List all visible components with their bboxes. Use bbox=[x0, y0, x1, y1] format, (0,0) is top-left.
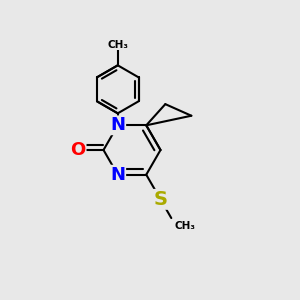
Text: CH₃: CH₃ bbox=[174, 221, 195, 231]
Text: O: O bbox=[70, 141, 86, 159]
Text: S: S bbox=[154, 190, 167, 209]
Text: CH₃: CH₃ bbox=[107, 40, 128, 50]
Text: N: N bbox=[110, 166, 125, 184]
Text: N: N bbox=[110, 116, 125, 134]
